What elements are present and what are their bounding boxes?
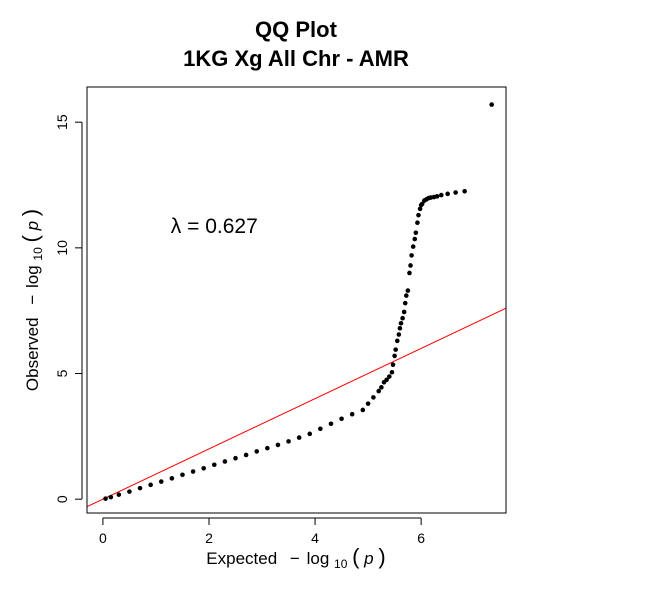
x-tick-label: 6 [417,530,425,546]
y-label-prefix: Observed [23,317,42,391]
x-label-log: log [307,549,330,568]
x-axis: 0 2 4 6 [99,517,425,546]
data-point [392,353,397,359]
data-point [384,377,389,383]
y-label-close: ) [18,209,43,216]
data-point [403,293,409,298]
data-point [379,385,384,390]
chart-subtitle: 1KG Xg All Chr - AMR [183,46,409,71]
data-point [328,421,334,427]
data-point [286,439,291,444]
chart-title: QQ Plot [255,17,338,42]
x-tick-label: 4 [311,530,319,546]
data-point [413,230,419,236]
data-point [339,416,344,422]
data-point [127,489,132,494]
data-point [397,325,403,331]
x-axis-ticks: 0 2 4 6 [99,518,425,546]
data-point [408,263,413,268]
data-point [116,492,122,497]
data-point [410,244,416,249]
x-label-prefix: Expected [206,549,277,568]
data-point [349,411,355,417]
x-tick-label: 2 [205,530,213,546]
data-point [393,347,398,352]
lambda-annotation: λ = 0.627 [171,215,258,238]
x-label-close: ) [378,544,385,569]
data-point [243,452,249,458]
data-point [387,374,392,379]
data-point [398,320,404,326]
data-point [409,253,414,258]
data-point [222,459,228,464]
data-point [394,338,400,344]
data-point [103,496,108,501]
data-points-layer [103,102,494,501]
data-point [365,401,371,406]
y-label-minus: − [23,295,42,305]
y-tick-label: 10 [54,240,70,256]
y-label-base: 10 [31,247,45,261]
data-point [416,212,421,218]
data-point [318,426,323,432]
y-axis-label: Observed − log 10 ( p ) [18,209,46,391]
reference-line [87,307,506,508]
plot-frame [86,86,507,514]
y-tick-label: 0 [54,495,70,503]
data-point [417,206,423,212]
data-point [180,472,185,478]
data-point [453,190,458,195]
data-point [445,191,450,197]
y-label-open: ( [18,234,43,242]
x-tick-label: 0 [99,530,107,546]
data-point [211,462,217,468]
data-point [275,442,281,448]
data-point [389,369,395,375]
data-point [376,388,382,394]
data-point [405,288,411,293]
data-point [158,479,164,484]
y-tick-label: 5 [54,369,70,377]
x-axis-label: Expected − log 10 ( p ) [206,544,385,572]
data-point [371,395,376,400]
data-point [390,362,396,368]
data-point [402,300,408,306]
data-point [360,407,366,413]
data-point [412,236,418,242]
data-point [233,455,238,461]
data-point [434,194,440,199]
data-point [407,270,412,276]
y-axis-ticks: 0 5 10 15 [54,114,82,503]
data-point [296,435,302,440]
data-point [148,482,153,488]
x-label-minus: − [290,549,300,568]
data-point [401,309,407,315]
x-label-var: p [363,549,373,568]
data-point [419,201,425,207]
data-point [415,220,420,226]
data-point [489,102,494,107]
data-point [438,192,444,198]
x-label-open: ( [352,544,360,569]
data-point [307,431,313,437]
data-point [400,315,405,321]
data-point [265,445,270,451]
y-tick-label: 15 [54,114,70,130]
data-point [190,469,196,474]
data-point [108,494,114,500]
y-label-var: p [23,221,42,231]
data-point [201,465,206,471]
y-label-log: log [23,265,42,288]
data-point [137,485,143,491]
reference-line-layer [87,307,506,508]
data-point [254,449,260,454]
x-label-base: 10 [334,557,348,571]
data-point [169,476,175,481]
y-axis: 0 5 10 15 [54,114,83,503]
data-point [462,189,467,194]
data-point [396,332,402,337]
